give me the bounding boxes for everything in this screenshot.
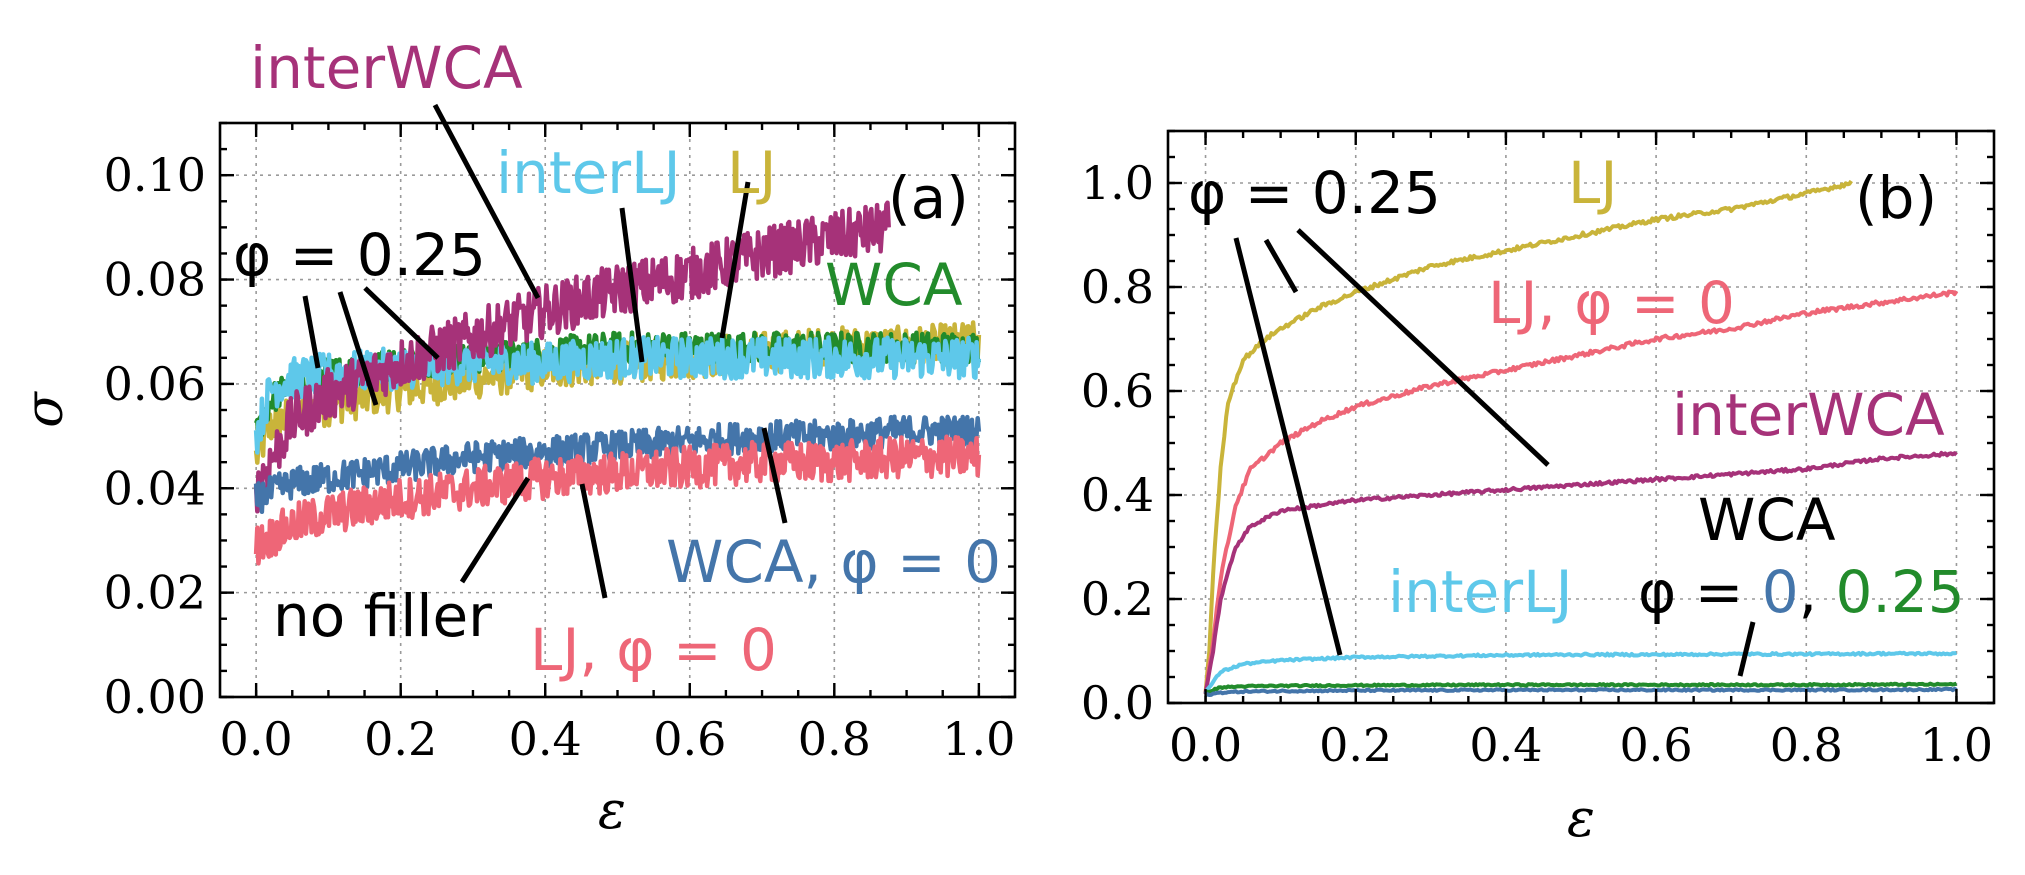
panel-a-y-axis-label: σ [15, 391, 75, 428]
label-interWCA: interWCA [250, 34, 523, 102]
label-interLJ: interLJ [496, 139, 681, 207]
y-tick-label: 0.8 [1081, 260, 1154, 314]
label-LJ: LJ [727, 139, 776, 207]
label-phi-025: φ = 0.25 [1188, 159, 1441, 227]
x-tick-label: 0.6 [1620, 718, 1693, 772]
pointer-line [761, 427, 788, 524]
series-interwca [253, 200, 891, 514]
series-interlj [1203, 650, 1958, 695]
label-LJ: LJ [1568, 149, 1617, 217]
pointer-line [1263, 238, 1299, 294]
label-phi-quarter: 0.25 [1836, 558, 1965, 626]
label-WCA: WCA [1698, 486, 1836, 554]
label-no-filler: no filler [273, 582, 492, 650]
label-phi-zero: 0 [1762, 558, 1799, 626]
panel-a-series [253, 200, 982, 566]
y-tick-label: 1.0 [1081, 156, 1154, 210]
y-tick-label: 0.00 [104, 670, 206, 724]
pointer-line [363, 286, 440, 360]
x-tick-label: 0.4 [1469, 718, 1542, 772]
pointer-line [719, 181, 751, 339]
x-tick-label: 1.0 [1920, 718, 1993, 772]
x-tick-label: 0.2 [1319, 718, 1392, 772]
x-tick-label: 0.0 [220, 712, 293, 766]
label-LJ-phi0: LJ, φ = 0 [1488, 269, 1735, 337]
panel-a-ticks [220, 121, 1015, 699]
y-tick-label: 0.04 [104, 461, 206, 515]
series-lj-0 [1203, 289, 1959, 694]
y-tick-label: 0.02 [104, 566, 206, 620]
series-lj [1203, 179, 1853, 694]
pointer-line [459, 476, 531, 584]
label-LJ-phi0: LJ, φ = 0 [530, 616, 777, 684]
pointer-line [1737, 621, 1756, 677]
series-interwca [1203, 450, 1958, 695]
x-tick-label: 0.0 [1169, 718, 1242, 772]
pointer-line [1296, 228, 1550, 467]
pointer-line [579, 483, 608, 599]
pointer-line [337, 291, 379, 406]
label-phi-025: φ = 0.25 [233, 221, 486, 289]
pointer-line [619, 207, 645, 363]
series-wca-0 [253, 414, 982, 515]
panel-a: 0.0 0.2 0.4 0.6 0.8 1.0 0.00 0.02 0.04 0.06 0.08 0.… [15, 34, 1017, 841]
y-tick-label: 0.2 [1081, 572, 1154, 626]
label-WCA-phi0: WCA, φ = 0 [666, 528, 1001, 596]
panel-b-ticks [1168, 129, 1994, 705]
label-interLJ: interLJ [1388, 558, 1573, 626]
x-tick-label: 1.0 [942, 712, 1015, 766]
x-tick-label: 0.6 [653, 712, 726, 766]
y-tick-label: 0.08 [104, 253, 206, 307]
label-WCA: WCA [825, 251, 963, 319]
x-tick-label: 0.8 [1770, 718, 1843, 772]
y-tick-label: 0.06 [104, 357, 206, 411]
y-tick-label: 0.10 [104, 148, 206, 202]
pointer-line [302, 295, 321, 369]
x-tick-label: 0.2 [364, 712, 437, 766]
pointer-line [1233, 237, 1343, 656]
panel-a-x-axis-label: ε [598, 781, 626, 841]
panel-b-label: (b) [1855, 164, 1937, 232]
y-tick-label: 0.6 [1081, 364, 1154, 418]
label-phi-values: φ = 0, 0.25 [1638, 558, 1965, 626]
x-tick-label: 0.4 [509, 712, 582, 766]
panel-b: 0.0 0.2 0.4 0.6 0.8 1.0 0.0 0.2 0.4 0.6 0.8 1.0 ε φ… [1081, 129, 1996, 849]
y-tick-label: 0.4 [1081, 468, 1154, 522]
y-tick-label: 0.0 [1081, 676, 1154, 730]
label-phi-prefix: φ = [1638, 558, 1762, 626]
x-tick-label: 0.8 [798, 712, 871, 766]
label-interWCA: interWCA [1672, 381, 1945, 449]
panel-b-x-axis-label: ε [1567, 789, 1595, 849]
panel-a-tick-labels: 0.0 0.2 0.4 0.6 0.8 1.0 0.00 0.02 0.04 0.06 0.08 0.… [104, 148, 1016, 766]
panel-b-series [1203, 179, 1959, 698]
pointer-line [432, 103, 541, 300]
label-phi-sep: , [1799, 558, 1836, 626]
panel-a-label: (a) [888, 164, 969, 232]
series-lj-0 [253, 434, 982, 566]
panel-b-tick-labels: 0.0 0.2 0.4 0.6 0.8 1.0 0.0 0.2 0.4 0.6 0.8 1.0 [1081, 156, 1993, 772]
series-wca [1205, 681, 1958, 694]
series-wca-0 [1204, 686, 1958, 698]
